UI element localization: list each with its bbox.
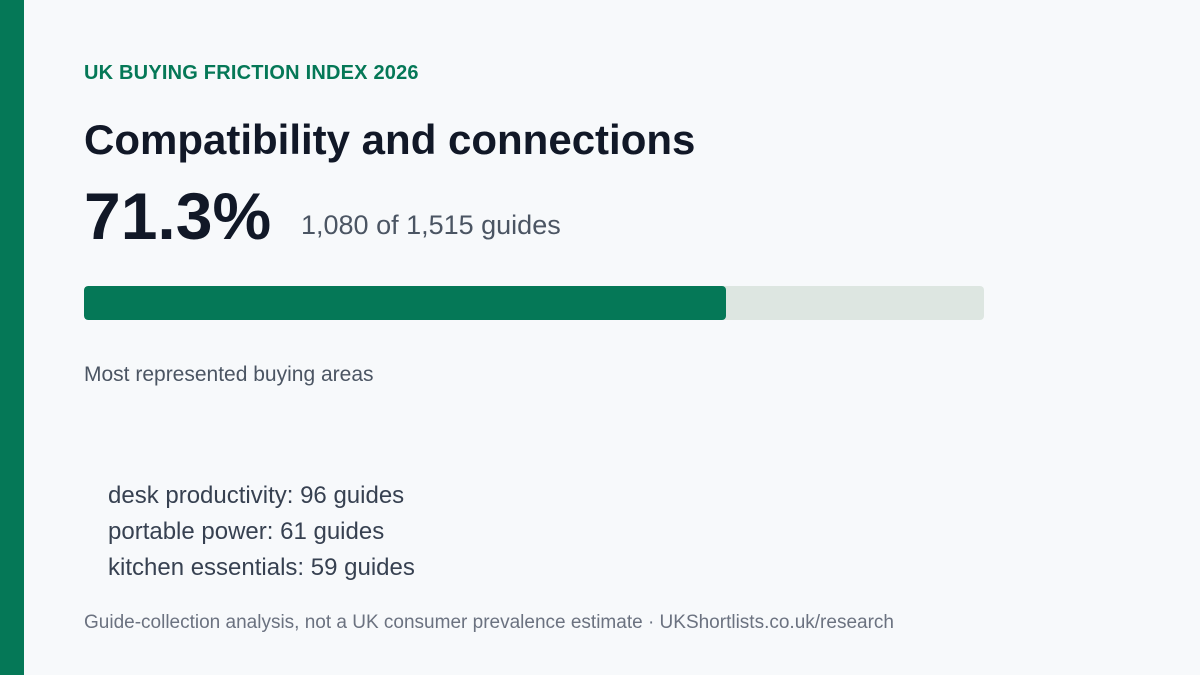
footer-note: Guide-collection analysis, not a UK cons… <box>84 612 894 633</box>
buying-areas-list: desk productivity: 96 guides portable po… <box>108 478 415 586</box>
list-item: kitchen essentials: 59 guides <box>108 554 415 581</box>
index-eyebrow: UK BUYING FRICTION INDEX 2026 <box>84 62 419 84</box>
list-item: portable power: 61 guides <box>108 518 385 545</box>
page-title: Compatibility and connections <box>84 116 696 163</box>
list-item: desk productivity: 96 guides <box>108 482 405 509</box>
accent-bar <box>0 0 24 675</box>
guide-count-detail: 1,080 of 1,515 guides <box>301 210 561 240</box>
progress-bar <box>84 286 984 320</box>
progress-bar-fill <box>84 286 726 320</box>
percentage-stat: 71.3% <box>84 179 272 253</box>
section-label: Most represented buying areas <box>84 363 374 386</box>
